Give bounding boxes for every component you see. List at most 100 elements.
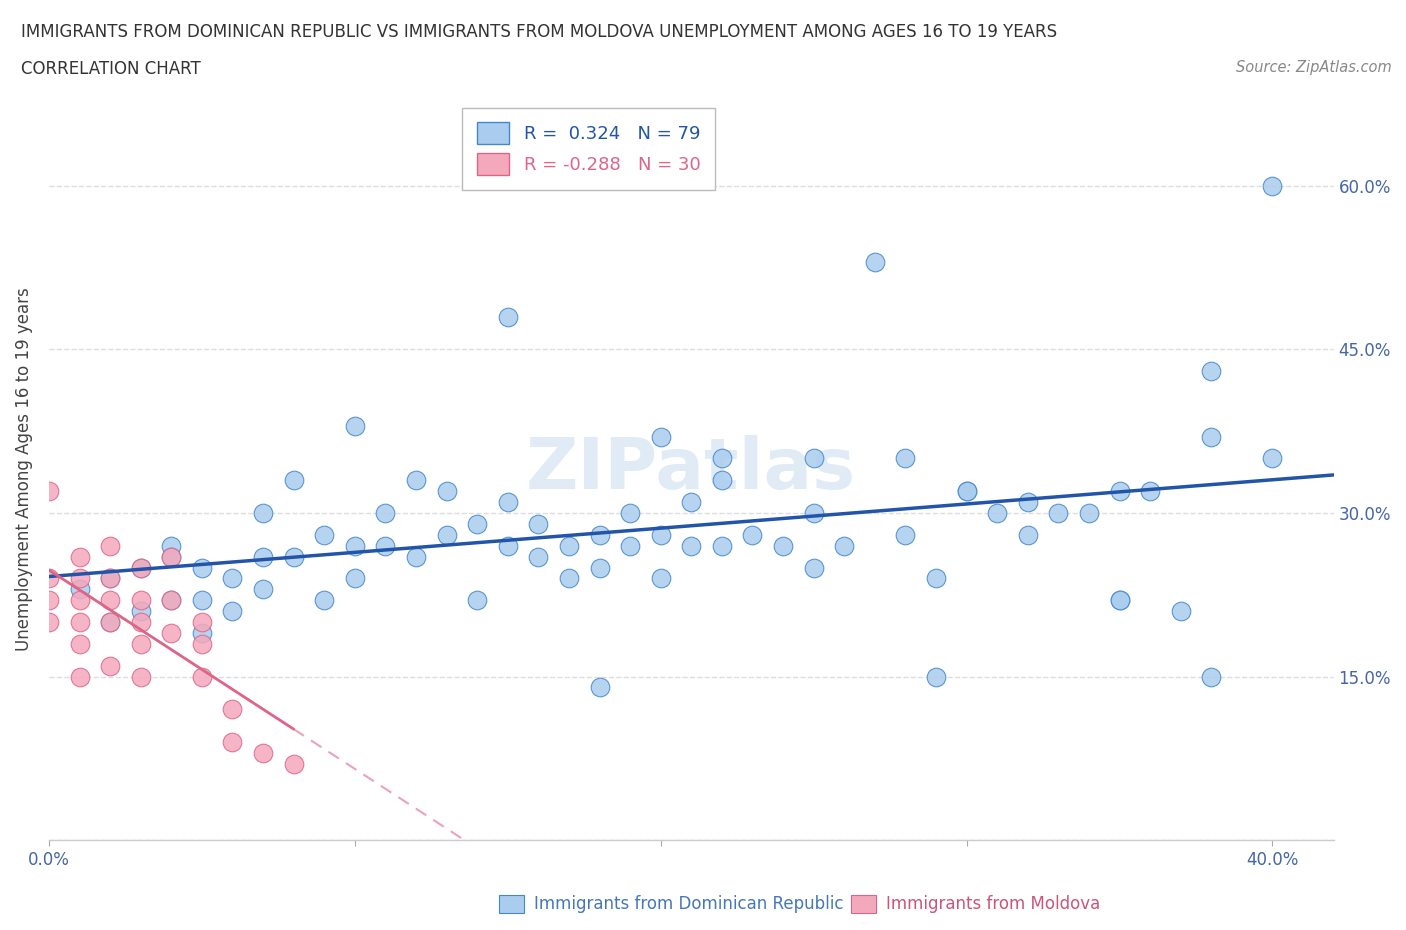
Point <box>129 636 152 651</box>
Point <box>129 592 152 607</box>
Point <box>252 746 274 761</box>
Point <box>221 735 243 750</box>
Text: Source: ZipAtlas.com: Source: ZipAtlas.com <box>1236 60 1392 75</box>
Point <box>38 571 60 586</box>
Point <box>832 538 855 553</box>
Point <box>69 550 91 565</box>
Point <box>650 527 672 542</box>
Point <box>1108 592 1130 607</box>
Point <box>38 592 60 607</box>
Point <box>1139 484 1161 498</box>
Point <box>650 571 672 586</box>
Point <box>191 636 214 651</box>
Point <box>1108 484 1130 498</box>
Point <box>129 615 152 630</box>
Point <box>650 430 672 445</box>
Text: ZIPatlas: ZIPatlas <box>526 435 856 504</box>
Point <box>496 495 519 510</box>
Point <box>710 451 733 466</box>
Point <box>38 615 60 630</box>
Point <box>221 702 243 717</box>
Point <box>955 484 977 498</box>
Point <box>191 560 214 575</box>
Point <box>681 495 703 510</box>
Point <box>710 472 733 487</box>
Point <box>221 571 243 586</box>
Point <box>558 571 581 586</box>
Point <box>1201 669 1223 684</box>
Point <box>160 592 183 607</box>
Point <box>129 669 152 684</box>
Point <box>252 582 274 597</box>
Point <box>588 560 610 575</box>
Text: Immigrants from Moldova: Immigrants from Moldova <box>886 895 1099 913</box>
Point <box>588 527 610 542</box>
Point <box>527 550 550 565</box>
Point <box>465 516 488 531</box>
Point <box>129 560 152 575</box>
Point <box>160 592 183 607</box>
Point <box>710 538 733 553</box>
Point <box>129 560 152 575</box>
Point <box>1017 527 1039 542</box>
Point <box>1017 495 1039 510</box>
Point <box>1261 179 1284 193</box>
Point <box>619 506 641 521</box>
Point <box>1201 364 1223 379</box>
Point <box>283 472 305 487</box>
Point <box>1077 506 1099 521</box>
Point <box>343 571 366 586</box>
Point <box>69 669 91 684</box>
Point <box>69 615 91 630</box>
Point <box>283 756 305 771</box>
Point <box>252 506 274 521</box>
Point <box>405 472 427 487</box>
Point <box>314 527 336 542</box>
Point <box>374 506 396 521</box>
Point <box>191 669 214 684</box>
Legend: R =  0.324   N = 79, R = -0.288   N = 30: R = 0.324 N = 79, R = -0.288 N = 30 <box>463 108 714 190</box>
Point <box>191 626 214 641</box>
Point <box>252 550 274 565</box>
Point <box>69 582 91 597</box>
Point <box>436 484 458 498</box>
Point <box>558 538 581 553</box>
Point <box>496 310 519 325</box>
Point <box>1170 604 1192 618</box>
Text: CORRELATION CHART: CORRELATION CHART <box>21 60 201 78</box>
Point <box>69 636 91 651</box>
Point <box>374 538 396 553</box>
Point <box>925 571 948 586</box>
Point <box>38 484 60 498</box>
Point <box>772 538 794 553</box>
Point <box>69 592 91 607</box>
Point <box>160 626 183 641</box>
Point <box>98 571 121 586</box>
Point <box>191 615 214 630</box>
Point <box>588 680 610 695</box>
Point <box>986 506 1008 521</box>
Point <box>803 560 825 575</box>
Point <box>98 658 121 673</box>
Text: Immigrants from Dominican Republic: Immigrants from Dominican Republic <box>534 895 844 913</box>
Point <box>1201 430 1223 445</box>
Point <box>69 571 91 586</box>
Point <box>863 255 886 270</box>
Point <box>925 669 948 684</box>
Point <box>129 604 152 618</box>
Point <box>465 592 488 607</box>
Point <box>1261 451 1284 466</box>
Point <box>894 451 917 466</box>
Point <box>343 418 366 433</box>
Point <box>283 550 305 565</box>
Point <box>803 451 825 466</box>
Point <box>343 538 366 553</box>
Point <box>160 550 183 565</box>
Point <box>191 592 214 607</box>
Point <box>496 538 519 553</box>
Point <box>681 538 703 553</box>
Point <box>98 615 121 630</box>
Y-axis label: Unemployment Among Ages 16 to 19 years: Unemployment Among Ages 16 to 19 years <box>15 287 32 651</box>
Point <box>894 527 917 542</box>
Point <box>221 604 243 618</box>
